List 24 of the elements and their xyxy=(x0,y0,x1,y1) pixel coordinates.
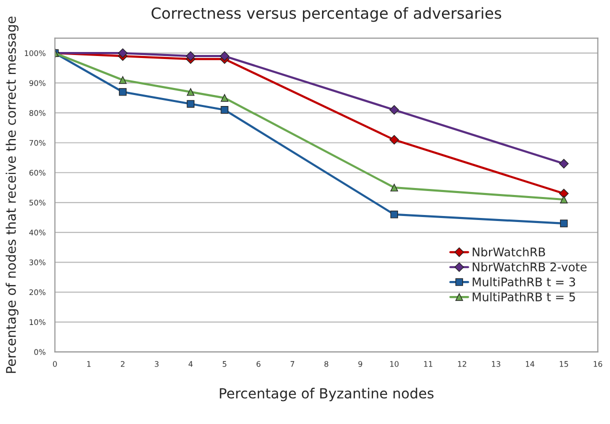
point xyxy=(560,220,568,228)
point xyxy=(186,88,194,96)
point xyxy=(390,184,398,192)
chart-title: Correctness versus percentage of adversaries xyxy=(152,7,502,22)
legend-label: NbrWatchRB 2-vote xyxy=(472,262,587,272)
point xyxy=(118,48,128,58)
x-axis-title: Percentage of Byzantine nodes xyxy=(220,388,434,402)
point xyxy=(390,210,398,218)
legend-label: MultiPathRB t = 5 xyxy=(472,292,575,302)
point xyxy=(559,188,569,198)
point xyxy=(389,134,399,145)
point xyxy=(560,196,568,204)
point xyxy=(220,51,230,61)
point xyxy=(186,51,196,61)
point xyxy=(389,105,399,115)
legend-label: NbrWatchRB xyxy=(472,247,546,256)
point xyxy=(186,100,194,108)
point xyxy=(220,94,228,102)
point xyxy=(220,106,228,114)
point xyxy=(559,158,569,168)
point xyxy=(118,88,127,96)
legend-label: MultiPathRB t = 3 xyxy=(472,277,576,286)
point xyxy=(118,76,127,84)
y-axis-title: Percentage of nodes that receive the correct message xyxy=(6,16,18,373)
